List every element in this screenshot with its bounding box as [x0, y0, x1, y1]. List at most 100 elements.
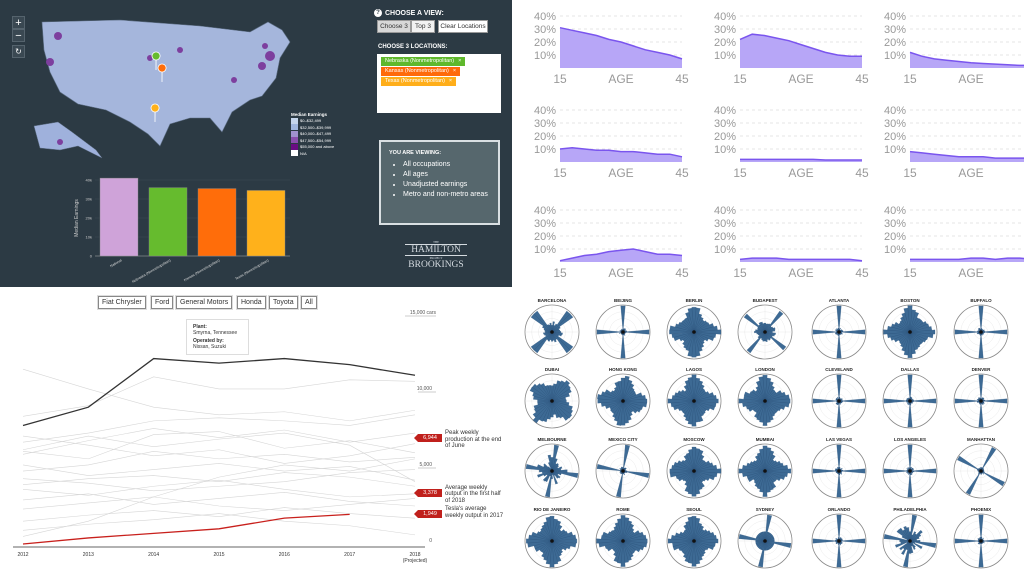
xtick-label: 45	[675, 72, 689, 86]
polar-chart	[666, 443, 722, 499]
clear-locations-button[interactable]: Clear Locations	[438, 20, 488, 33]
filter-button[interactable]: General Motors	[176, 296, 233, 309]
legend-swatch	[291, 130, 298, 137]
bar-ytick: 10k	[86, 235, 92, 240]
area-fill	[910, 52, 1024, 68]
plant-line[interactable]	[22, 435, 416, 464]
filter-button[interactable]: Ford	[151, 296, 174, 309]
plant-line[interactable]	[22, 513, 416, 536]
plant-line[interactable]	[22, 414, 416, 443]
annotation-text: Peak weekly production at the end of Jun…	[445, 430, 502, 450]
zoom-in-button[interactable]: +	[12, 16, 25, 29]
polar-center	[621, 539, 625, 543]
bar-category-label: Texas (Nonmetropolitan)	[234, 258, 269, 281]
remove-location-icon[interactable]: ×	[458, 58, 462, 64]
city-label: ROME	[616, 507, 630, 512]
choose-3-button[interactable]: Choose 3	[377, 20, 411, 33]
plant-line[interactable]	[22, 492, 416, 507]
filter-button[interactable]: Fiat Chrysler	[98, 296, 146, 309]
zoom-out-button[interactable]: −	[12, 29, 25, 42]
polar-chart	[882, 513, 938, 569]
xaxis-label: AGE	[608, 72, 633, 86]
xtick-label: 45	[855, 266, 869, 280]
location-tag[interactable]: Kansas (Nonmetropolitan) ×	[381, 67, 461, 76]
earnings-dashboard: + − ↻ 0 10k 20k 30k 40k Median Earnings Nation…	[0, 0, 512, 287]
highlight-line-black[interactable]	[22, 357, 416, 427]
ytick-label: 30%	[534, 24, 556, 36]
polar-center	[692, 469, 696, 473]
city-label: BUFFALO	[970, 298, 992, 303]
choose-locations-label: CHOOSE 3 LOCATIONS:	[378, 44, 448, 50]
plant-line[interactable]	[22, 431, 416, 460]
filter-button[interactable]: Toyota	[269, 296, 298, 309]
polar-chart	[666, 304, 722, 360]
xtick-label: 15	[553, 166, 567, 180]
polar-chart	[595, 443, 651, 499]
area-line	[909, 150, 1024, 159]
help-icon[interactable]: ?	[374, 9, 382, 17]
us-map[interactable]: 0 10k 20k 30k 40k Median Earnings National Nebr…	[0, 0, 512, 287]
top-3-button[interactable]: Top 3	[411, 20, 435, 33]
bar[interactable]	[148, 187, 188, 257]
ytick-label: 10%	[884, 50, 906, 62]
xtick-label: 15	[903, 166, 917, 180]
xtick-label: 15	[733, 166, 747, 180]
bar[interactable]	[197, 188, 237, 257]
plant-line[interactable]	[22, 428, 416, 455]
plant-line[interactable]	[22, 496, 416, 511]
plant-line[interactable]	[22, 376, 416, 417]
plant-line[interactable]	[22, 479, 416, 498]
bar[interactable]	[99, 177, 139, 257]
map-pins[interactable]	[150, 51, 167, 123]
ytick-label: 10%	[714, 50, 736, 62]
ytick-label: 40%	[534, 105, 556, 117]
xtick-label: 45	[675, 266, 689, 280]
remove-location-icon[interactable]: ×	[448, 78, 453, 84]
ytick-label: 10%	[714, 144, 736, 156]
ytick-label: 10%	[714, 244, 736, 256]
filter-button[interactable]: Honda	[237, 296, 266, 309]
highlight-line-red[interactable]	[22, 513, 350, 545]
location-tag[interactable]: Texas (Nonmetropolitan) ×	[381, 77, 457, 86]
plant-line[interactable]	[22, 368, 416, 422]
pin-kansas	[157, 63, 167, 83]
plant-line[interactable]	[22, 469, 416, 492]
viewing-summary: YOU ARE VIEWING: All occupationsAll ages…	[379, 140, 500, 225]
polar-center	[837, 469, 841, 473]
city-label: LONDON	[755, 367, 775, 372]
area-line	[559, 146, 683, 158]
city-label: HONG KONG	[608, 367, 638, 372]
legend-item: N/A	[291, 150, 334, 156]
refresh-icon[interactable]: ↻	[12, 45, 25, 58]
xaxis-label: AGE	[788, 166, 813, 180]
bar[interactable]	[246, 190, 286, 257]
legend-label: N/A	[300, 150, 307, 156]
city-label: MOSCOW	[683, 437, 705, 442]
annotation-text: Tesla's average weekly output in 2017	[445, 506, 504, 519]
choose-view-label: CHOOSE A VIEW:	[385, 10, 444, 17]
plant-line[interactable]	[22, 463, 416, 481]
legend-item: $55,000 and above	[291, 143, 334, 150]
filter-button[interactable]: All	[301, 296, 317, 309]
polar-center	[908, 539, 912, 543]
city-label: SEOUL	[686, 507, 702, 512]
ytick-label: 30%	[884, 118, 906, 130]
polar-center	[763, 330, 767, 334]
plant-line[interactable]	[22, 432, 416, 482]
plant-line[interactable]	[22, 458, 416, 537]
logo-brookings: BROOKINGS	[408, 260, 464, 270]
ytick-label: 20%	[534, 37, 556, 49]
xaxis-label: AGE	[788, 72, 813, 86]
location-tag[interactable]: Nebraska (Nonmetropolitan) ×	[381, 57, 466, 66]
remove-location-icon[interactable]: ×	[452, 68, 457, 74]
plant-line[interactable]	[22, 472, 416, 487]
plant-line[interactable]	[22, 450, 416, 472]
viewing-item: All ages	[403, 170, 490, 180]
polar-center	[692, 330, 696, 334]
xtick-label: 45	[855, 166, 869, 180]
polar-center	[763, 539, 767, 543]
polar-center	[908, 399, 912, 403]
plant-line[interactable]	[22, 507, 416, 522]
